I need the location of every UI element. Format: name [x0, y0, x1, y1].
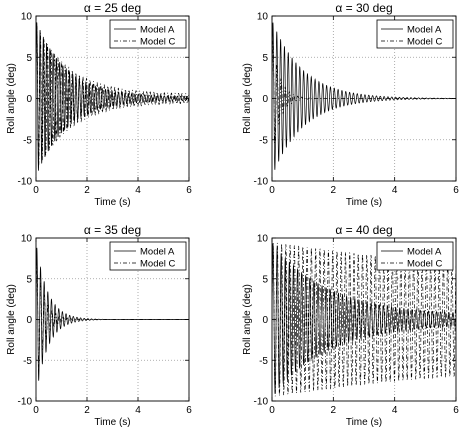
x-tick-label: 6 [453, 405, 459, 416]
x-axis-label: Time (s) [94, 417, 130, 427]
y-tick-label: 10 [257, 234, 269, 245]
legend-label: Model C [140, 259, 176, 270]
y-tick-label: 10 [21, 12, 33, 23]
y-tick-label: -5 [23, 135, 32, 146]
axes-frame [271, 15, 457, 182]
x-axis-label: Time (s) [346, 417, 382, 427]
legend-box [109, 241, 187, 271]
y-tick-label: -10 [18, 397, 33, 408]
y-tick-label: 0 [26, 94, 32, 105]
axes-frame [35, 237, 190, 402]
legend-box [376, 19, 454, 49]
y-tick-label: 10 [257, 12, 269, 23]
y-tick-label: 0 [262, 94, 268, 105]
y-tick-label: 0 [26, 315, 32, 326]
series-line-model-c [36, 260, 189, 368]
axes-frame [271, 237, 457, 402]
x-tick-label: 2 [331, 185, 337, 196]
legend-label: Model A [140, 247, 175, 258]
y-tick-label: -10 [254, 397, 269, 408]
x-tick-label: 0 [269, 185, 275, 196]
x-tick-label: 0 [33, 405, 39, 416]
x-tick-label: 6 [186, 185, 192, 196]
series-line-model-c [36, 26, 189, 168]
series-line-model-c [272, 242, 456, 397]
x-tick-label: 6 [186, 405, 192, 416]
x-tick-label: 0 [33, 185, 39, 196]
series-line-model-c [272, 40, 456, 143]
x-axis-label: Time (s) [346, 197, 382, 208]
legend-box [376, 241, 454, 271]
chart-title: α = 30 deg [335, 1, 392, 15]
y-tick-label: 0 [262, 315, 268, 326]
y-tick-label: -5 [259, 356, 268, 367]
y-tick-label: -10 [254, 177, 269, 188]
x-tick-label: 0 [269, 405, 275, 416]
y-tick-label: 5 [262, 274, 268, 285]
axes-frame [35, 15, 190, 182]
y-axis-label: Roll angle (deg) [6, 63, 17, 134]
x-tick-label: 2 [84, 185, 90, 196]
x-tick-label: 2 [331, 405, 337, 416]
legend-label: Model A [407, 247, 442, 258]
x-tick-label: 4 [135, 405, 141, 416]
y-tick-label: 5 [26, 274, 32, 285]
y-axis-label: Roll angle (deg) [6, 284, 17, 355]
legend-box [109, 19, 187, 49]
x-tick-label: 4 [392, 405, 398, 416]
series-line-model-a [36, 22, 189, 171]
y-tick-label: -10 [18, 177, 33, 188]
x-tick-label: 2 [84, 405, 90, 416]
legend-label: Model A [140, 25, 175, 36]
chart-title: α = 35 deg [84, 223, 141, 237]
chart-title: α = 40 deg [335, 223, 392, 237]
y-axis-label: Roll angle (deg) [242, 284, 253, 355]
x-axis-label: Time (s) [94, 197, 130, 208]
legend-label: Model A [407, 25, 442, 36]
y-tick-label: 5 [262, 53, 268, 64]
y-axis-label: Roll angle (deg) [242, 63, 253, 134]
y-tick-label: -5 [259, 135, 268, 146]
chart-title: α = 25 deg [84, 1, 141, 15]
x-tick-label: 4 [392, 185, 398, 196]
y-tick-label: 5 [26, 53, 32, 64]
y-tick-label: 10 [21, 234, 33, 245]
legend-label: Model C [407, 259, 443, 270]
y-tick-label: -5 [23, 356, 32, 367]
legend-label: Model C [407, 37, 443, 48]
x-tick-label: 6 [453, 185, 459, 196]
legend-label: Model C [140, 37, 176, 48]
x-tick-label: 4 [135, 185, 141, 196]
